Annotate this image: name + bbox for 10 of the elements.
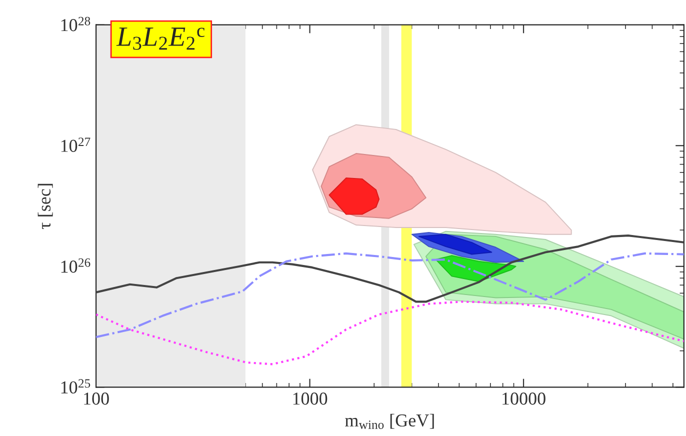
y-tick-label: 10$^{26}$ xyxy=(61,258,90,273)
y-tick-label: 10$^{28}$ xyxy=(61,16,90,32)
y-tick-label: 10$^{27}$ xyxy=(61,138,90,152)
x-tick-label: 1000 xyxy=(293,392,328,405)
y-tick-label: 10$^{25}$ xyxy=(61,379,90,394)
annotation: L$_{3}$L$_{2}$E$_{2}$$^{c}$ xyxy=(116,28,204,50)
x-axis-title: m$_{wino}$ [GeV] xyxy=(345,414,434,429)
x-tick-label: 10000 xyxy=(502,392,546,405)
y-axis-title: τ [sec] xyxy=(38,184,53,230)
x-tick-label: 100 xyxy=(84,392,109,405)
